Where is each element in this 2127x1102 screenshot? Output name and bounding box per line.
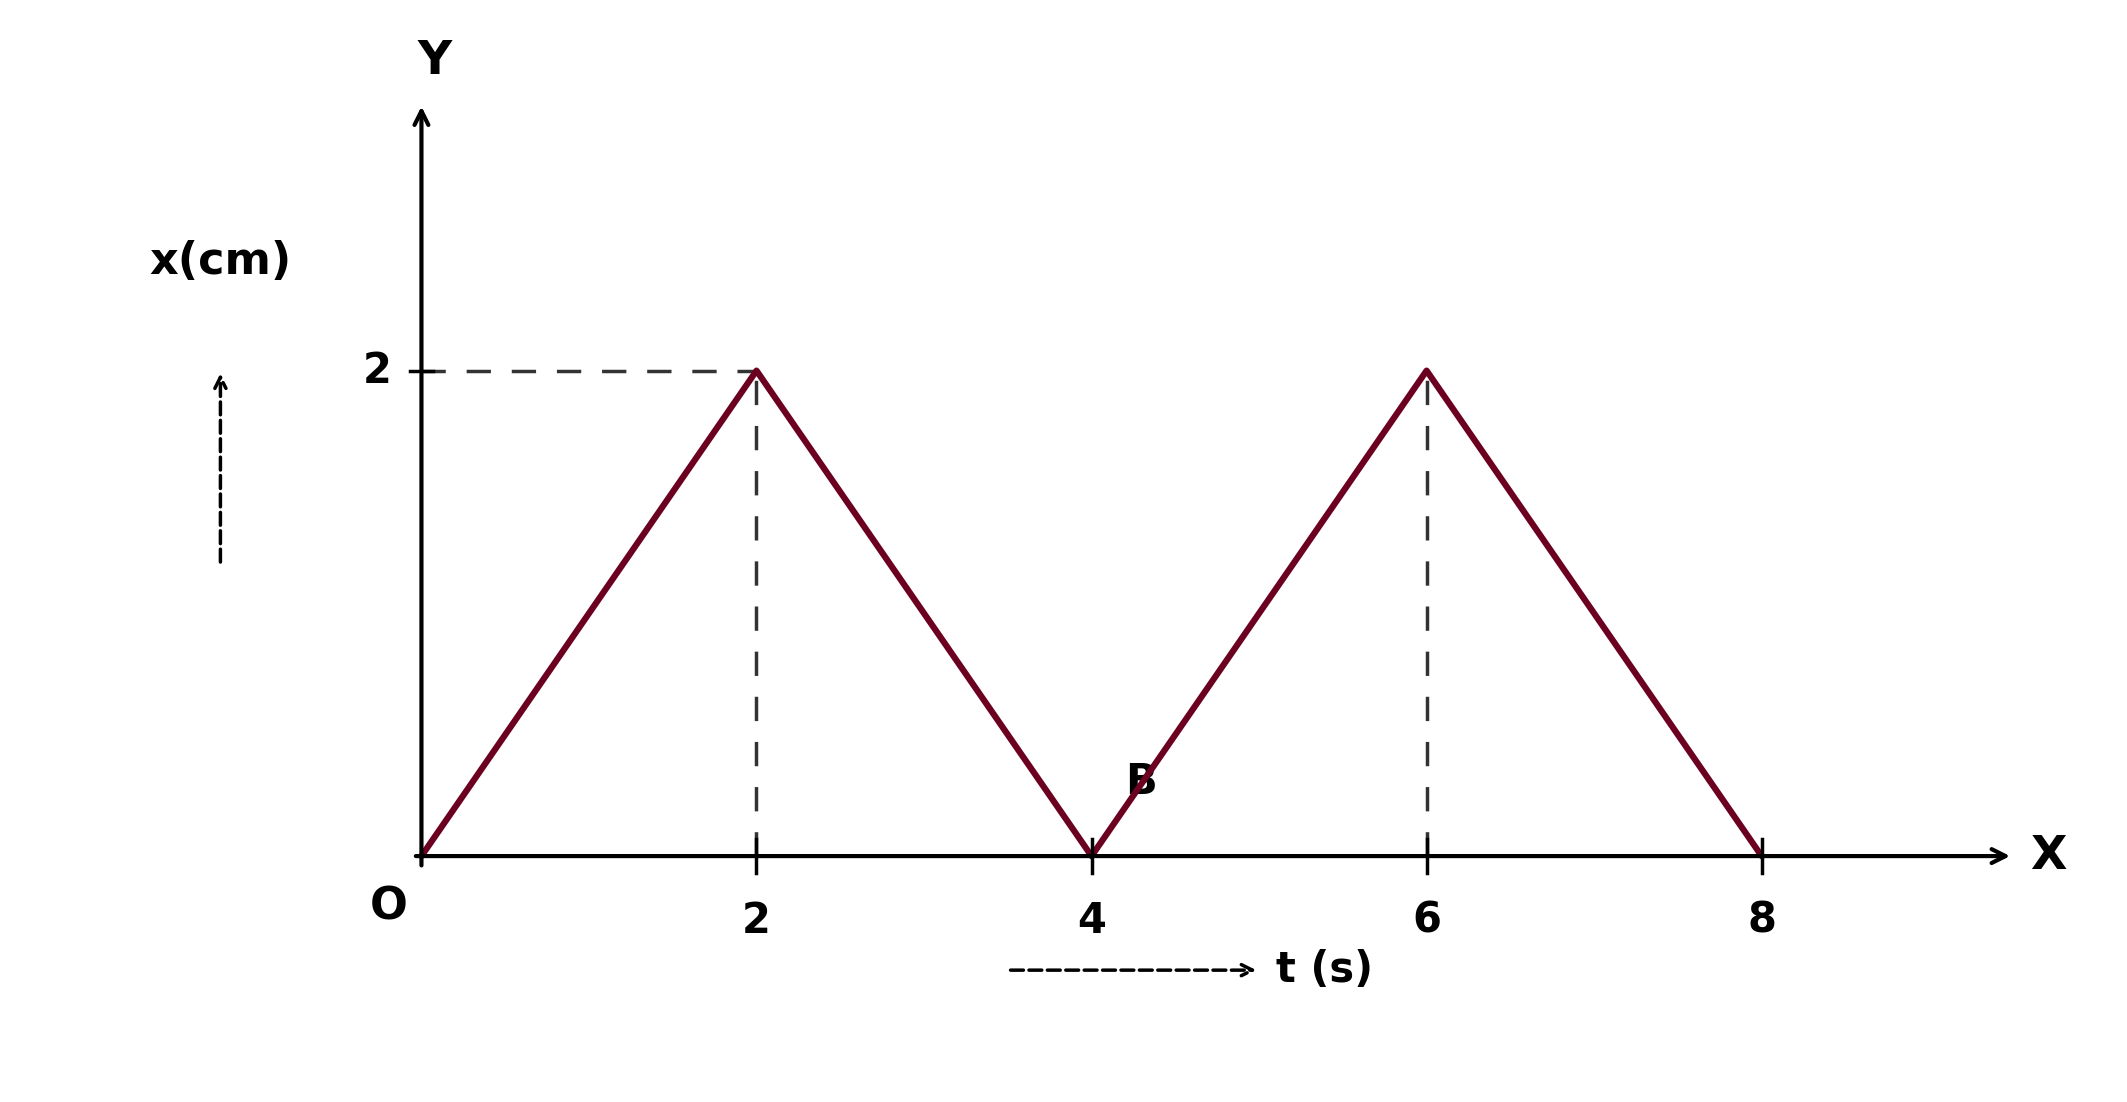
Text: 6: 6 — [1412, 899, 1442, 942]
Text: O: O — [370, 885, 408, 928]
Text: 2: 2 — [362, 349, 391, 391]
Text: 8: 8 — [1746, 899, 1776, 942]
Text: 2: 2 — [742, 899, 770, 942]
Text: 4: 4 — [1076, 899, 1106, 942]
Text: X: X — [2029, 833, 2065, 878]
Text: x(cm): x(cm) — [149, 240, 291, 283]
Text: t (s): t (s) — [1276, 949, 1372, 991]
Text: B: B — [1125, 760, 1157, 802]
Text: Y: Y — [417, 40, 451, 84]
